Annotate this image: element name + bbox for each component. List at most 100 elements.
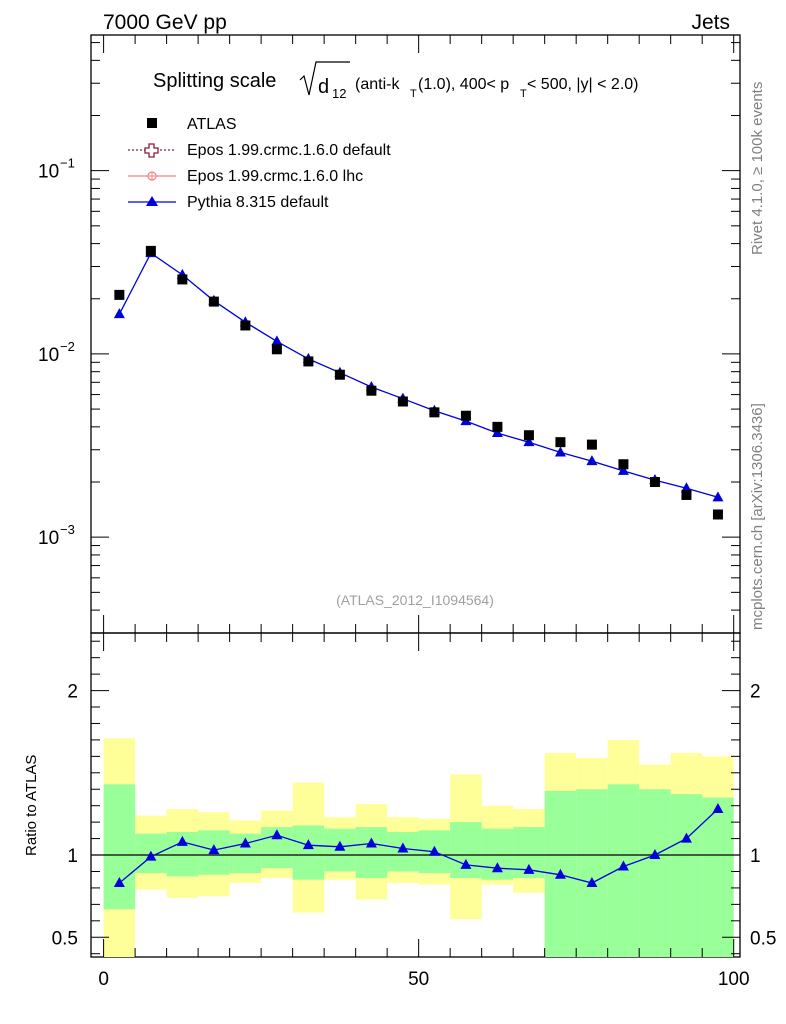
ratio-pythia-point bbox=[428, 845, 440, 856]
ratio-band-inner bbox=[702, 797, 734, 957]
ratio-pythia-point bbox=[460, 858, 472, 869]
atlas-point bbox=[429, 407, 440, 418]
legend-pythia-marker bbox=[146, 196, 158, 206]
legend-epos-lhc-cross bbox=[148, 172, 156, 180]
ratio-y-tick-label-left: 0.5 bbox=[52, 928, 78, 949]
ratio-band-inner bbox=[639, 789, 671, 957]
ratio-pythia-point bbox=[649, 849, 661, 860]
legend: ATLAS Epos 1.99.crmc.1.6.0 default Epos … bbox=[128, 116, 391, 211]
mcplots-label: mcplots.cern.ch [arXiv:1306.3436] bbox=[749, 403, 766, 630]
title-p2: (1.0), 400< p bbox=[418, 76, 509, 93]
ratio-band-inner bbox=[450, 822, 482, 879]
ratio-pythia-point bbox=[523, 863, 535, 874]
ratio-pythia-point bbox=[365, 837, 377, 848]
ratio-pythia-line bbox=[118, 808, 719, 884]
ratio-pythia-point bbox=[491, 862, 503, 873]
ratio-y-tick-label-right: 0.5 bbox=[750, 928, 776, 949]
pythia-point bbox=[554, 446, 566, 457]
atlas-point bbox=[618, 459, 629, 470]
pythia-point bbox=[712, 491, 724, 502]
title-sub-t2: T bbox=[520, 88, 527, 100]
atlas-point bbox=[681, 489, 692, 500]
title-sub-t1: T bbox=[410, 88, 417, 100]
ratio-pythia-point bbox=[271, 829, 283, 840]
legend-epos-lhc-label: Epos 1.99.crmc.1.6.0 lhc bbox=[187, 168, 363, 185]
atlas-point bbox=[177, 274, 188, 285]
atlas-point bbox=[271, 344, 282, 355]
legend-epos-default-label: Epos 1.99.crmc.1.6.0 default bbox=[187, 142, 391, 159]
atlas-point bbox=[366, 385, 377, 396]
ratio-y-tick-label-right: 1 bbox=[750, 846, 761, 867]
atlas-point bbox=[460, 410, 471, 421]
atlas-point bbox=[208, 296, 219, 307]
atlas-point bbox=[334, 369, 345, 380]
rivet-label: Rivet 4.1.0, ≥ 100k events bbox=[749, 82, 766, 255]
ratio-pythia-point bbox=[145, 850, 157, 861]
ratio-y-tick-label-left: 2 bbox=[67, 682, 78, 703]
ratio-band-inner bbox=[292, 825, 325, 880]
y-tick-exponent: −3 bbox=[60, 522, 75, 537]
pythia-point bbox=[113, 308, 125, 319]
y-tick-exponent: −1 bbox=[60, 156, 75, 171]
title-d-sub: 12 bbox=[332, 86, 346, 101]
ratio-panel-frame bbox=[90, 632, 741, 958]
pythia-line bbox=[118, 252, 719, 498]
ratio-pythia-point bbox=[680, 832, 692, 843]
ratio-y-tick-label-right: 2 bbox=[750, 682, 761, 703]
ratio-pythia-point bbox=[334, 840, 346, 851]
ratio-pythia-point bbox=[302, 839, 314, 850]
ratio-band-inner bbox=[355, 827, 388, 879]
atlas-point bbox=[145, 245, 156, 256]
pythia-point bbox=[523, 436, 535, 447]
title-main: Splitting scale bbox=[153, 70, 276, 92]
atlas-point bbox=[523, 430, 534, 441]
ratio-band-inner bbox=[607, 784, 640, 957]
atlas-point bbox=[397, 396, 408, 407]
atlas-point bbox=[240, 320, 251, 331]
atlas-point bbox=[586, 439, 597, 450]
pythia-point bbox=[617, 464, 629, 475]
sqrt-symbol bbox=[299, 61, 350, 96]
legend-pythia-label: Pythia 8.315 default bbox=[187, 194, 329, 211]
ratio-layer bbox=[91, 738, 740, 957]
pythia-point bbox=[680, 482, 692, 493]
ratio-pythia-point bbox=[113, 876, 125, 887]
pythia-point bbox=[586, 455, 598, 466]
ratio-pythia-point bbox=[586, 876, 598, 887]
atlas-point bbox=[712, 509, 723, 520]
atlas-point bbox=[649, 477, 660, 488]
ratio-pythia-point bbox=[397, 842, 409, 853]
x-tick-label: 100 bbox=[718, 969, 750, 990]
title-p3: < 500, |y| < 2.0) bbox=[527, 76, 639, 93]
header-jets: Jets bbox=[691, 11, 730, 34]
analysis-watermark: (ATLAS_2012_I1094564) bbox=[336, 592, 494, 608]
ratio-band-inner bbox=[103, 784, 136, 910]
plot-title: Splitting scale d 12 (anti-k T (1.0), 40… bbox=[153, 61, 639, 101]
atlas-point bbox=[492, 421, 503, 432]
title-d: d bbox=[318, 76, 329, 98]
ratio-pythia-point bbox=[554, 868, 566, 879]
ratio-pythia-point bbox=[239, 837, 251, 848]
legend-atlas-label: ATLAS bbox=[187, 116, 237, 133]
y-tick-label: 10 bbox=[38, 162, 59, 183]
legend-epos-default-marker bbox=[144, 143, 159, 158]
ratio-band-inner bbox=[670, 794, 703, 957]
ratio-y-tick-label-left: 1 bbox=[67, 846, 78, 867]
ratio-pythia-point bbox=[208, 844, 220, 855]
ratio-ylabel: Ratio to ATLAS bbox=[23, 755, 40, 856]
legend-atlas-marker bbox=[147, 118, 157, 128]
ratio-pythia-point bbox=[617, 860, 629, 871]
ratio-pythia-point bbox=[712, 802, 724, 813]
ratio-pythia-point bbox=[176, 835, 188, 846]
ratio-band-inner bbox=[576, 789, 608, 957]
atlas-point bbox=[303, 356, 314, 367]
pythia-point bbox=[491, 427, 503, 438]
atlas-point bbox=[555, 437, 566, 448]
title-p1: (anti-k bbox=[355, 76, 400, 93]
y-tick-label: 10 bbox=[38, 528, 59, 549]
main-layer bbox=[113, 245, 724, 520]
header-energy: 7000 GeV pp bbox=[103, 11, 227, 34]
y-tick-label: 10 bbox=[38, 345, 59, 366]
